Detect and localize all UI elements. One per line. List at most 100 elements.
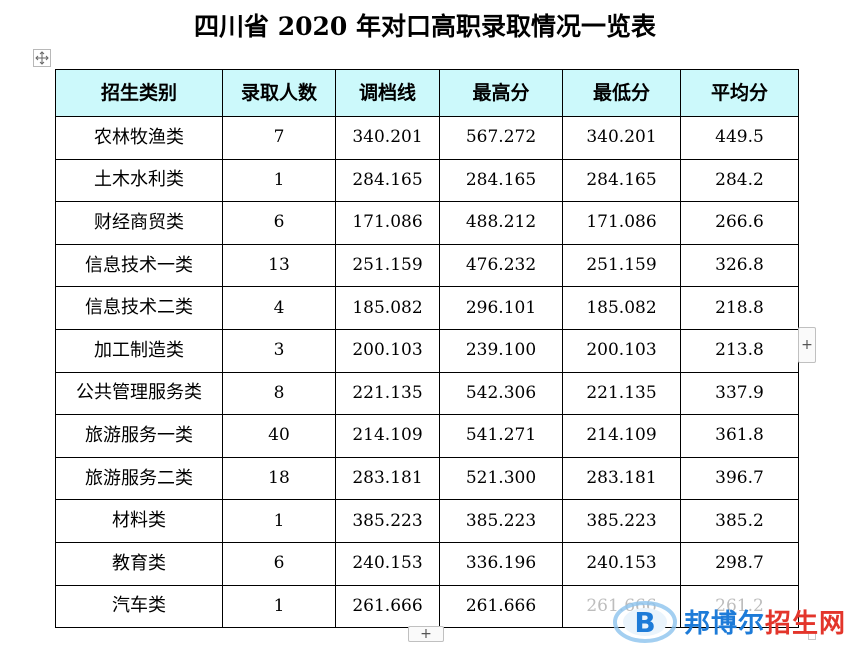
value-cell: 1 [222,158,336,203]
page-title: 四川省 2020 年对口高职录取情况一览表 [194,12,656,41]
value-cell: 239.100 [439,328,563,373]
move-arrows-icon [35,51,49,65]
category-cell: 旅游服务一类 [55,414,223,458]
value-cell: 6 [222,201,336,245]
value-cell: 251.159 [562,243,681,288]
value-cell: 284.2 [680,158,799,203]
value-cell: 1 [222,499,336,543]
value-cell: 218.8 [680,286,799,330]
value-cell: 213.8 [680,328,799,373]
value-cell: 1 [222,584,336,629]
value-cell: 449.5 [680,116,799,160]
value-cell: 361.8 [680,414,799,458]
value-cell: 171.086 [562,201,681,245]
value-cell: 541.271 [439,414,563,458]
table-row: 旅游服务二类 18 283.181 521.300 283.181 396.7 [55,456,799,501]
category-cell: 信息技术二类 [55,286,223,330]
svg-text:B: B [634,606,655,639]
value-cell: 171.086 [335,201,440,245]
table-row: 旅游服务一类 40 214.109 541.271 214.109 361.8 [55,414,799,458]
value-cell: 3 [222,328,336,373]
value-cell: 337.9 [680,371,799,416]
table-body: 农林牧渔类 7 340.201 567.272 340.201 449.5 土木水利类 1 28… [55,116,799,629]
category-cell: 公共管理服务类 [55,371,223,416]
table-resize-handle[interactable] [808,632,816,640]
column-header: 最高分 [439,69,563,117]
value-cell: 326.8 [680,243,799,288]
table-move-handle[interactable] [33,49,51,67]
category-cell: 加工制造类 [55,328,223,373]
value-cell: 521.300 [439,456,563,501]
b-logo-icon: B [613,601,677,643]
value-cell: 8 [222,371,336,416]
value-cell: 298.7 [680,541,799,586]
column-header: 调档线 [335,69,440,117]
value-cell: 185.082 [562,286,681,330]
category-cell: 旅游服务二类 [55,456,223,501]
add-row-button[interactable]: + [408,626,444,642]
category-cell: 汽车类 [55,584,223,629]
value-cell: 266.6 [680,201,799,245]
table-row: 财经商贸类 6 171.086 488.212 171.086 266.6 [55,201,799,245]
category-cell: 财经商贸类 [55,201,223,245]
table-row: 信息技术一类 13 251.159 476.232 251.159 326.8 [55,243,799,288]
value-cell: 283.181 [335,456,440,501]
category-cell: 教育类 [55,541,223,586]
value-cell: 240.153 [562,541,681,586]
add-column-button[interactable]: + [798,327,816,363]
category-cell: 农林牧渔类 [55,116,223,160]
value-cell: 7 [222,116,336,160]
value-cell: 221.135 [335,371,440,416]
value-cell: 340.201 [335,116,440,160]
value-cell: 18 [222,456,336,501]
table-row: 农林牧渔类 7 340.201 567.272 340.201 449.5 [55,116,799,160]
value-cell: 214.109 [335,414,440,458]
value-cell: 396.7 [680,456,799,501]
table-header-row: 招生类别 录取人数 调档线 最高分 最低分 平均分 [55,69,799,117]
value-cell: 261.666 [439,584,563,629]
value-cell: 221.135 [562,371,681,416]
value-cell: 385.2 [680,499,799,543]
value-cell: 340.201 [562,116,681,160]
value-cell: 336.196 [439,541,563,586]
watermark: B 邦博尔招生网 [612,586,852,656]
value-cell: 13 [222,243,336,288]
value-cell: 284.165 [335,158,440,203]
table-row: 材料类 1 385.223 385.223 385.223 385.2 [55,499,799,543]
value-cell: 296.101 [439,286,563,330]
value-cell: 40 [222,414,336,458]
table-row: 加工制造类 3 200.103 239.100 200.103 213.8 [55,328,799,373]
value-cell: 214.109 [562,414,681,458]
value-cell: 284.165 [439,158,563,203]
table-row: 信息技术二类 4 185.082 296.101 185.082 218.8 [55,286,799,330]
table-row: 教育类 6 240.153 336.196 240.153 298.7 [55,541,799,586]
value-cell: 240.153 [335,541,440,586]
column-header: 平均分 [680,69,799,117]
table-row: 土木水利类 1 284.165 284.165 284.165 284.2 [55,158,799,203]
value-cell: 476.232 [439,243,563,288]
value-cell: 6 [222,541,336,586]
admission-table: 招生类别 录取人数 调档线 最高分 最低分 平均分 农林牧渔类 7 340.201 567.27… [55,69,799,629]
watermark-text-red: 招生网 [765,608,847,639]
value-cell: 385.223 [562,499,681,543]
category-cell: 信息技术一类 [55,243,223,288]
column-header: 招生类别 [55,69,223,117]
value-cell: 185.082 [335,286,440,330]
category-cell: 材料类 [55,499,223,543]
watermark-text-blue: 邦博尔 [684,608,766,639]
table-row: 公共管理服务类 8 221.135 542.306 221.135 337.9 [55,371,799,416]
column-header: 最低分 [562,69,681,117]
value-cell: 4 [222,286,336,330]
value-cell: 200.103 [562,328,681,373]
value-cell: 542.306 [439,371,563,416]
value-cell: 261.666 [335,584,440,629]
value-cell: 283.181 [562,456,681,501]
value-cell: 284.165 [562,158,681,203]
value-cell: 200.103 [335,328,440,373]
value-cell: 488.212 [439,201,563,245]
column-header: 录取人数 [222,69,336,117]
category-cell: 土木水利类 [55,158,223,203]
value-cell: 385.223 [439,499,563,543]
value-cell: 261.2 [680,584,799,629]
value-cell: 567.272 [439,116,563,160]
